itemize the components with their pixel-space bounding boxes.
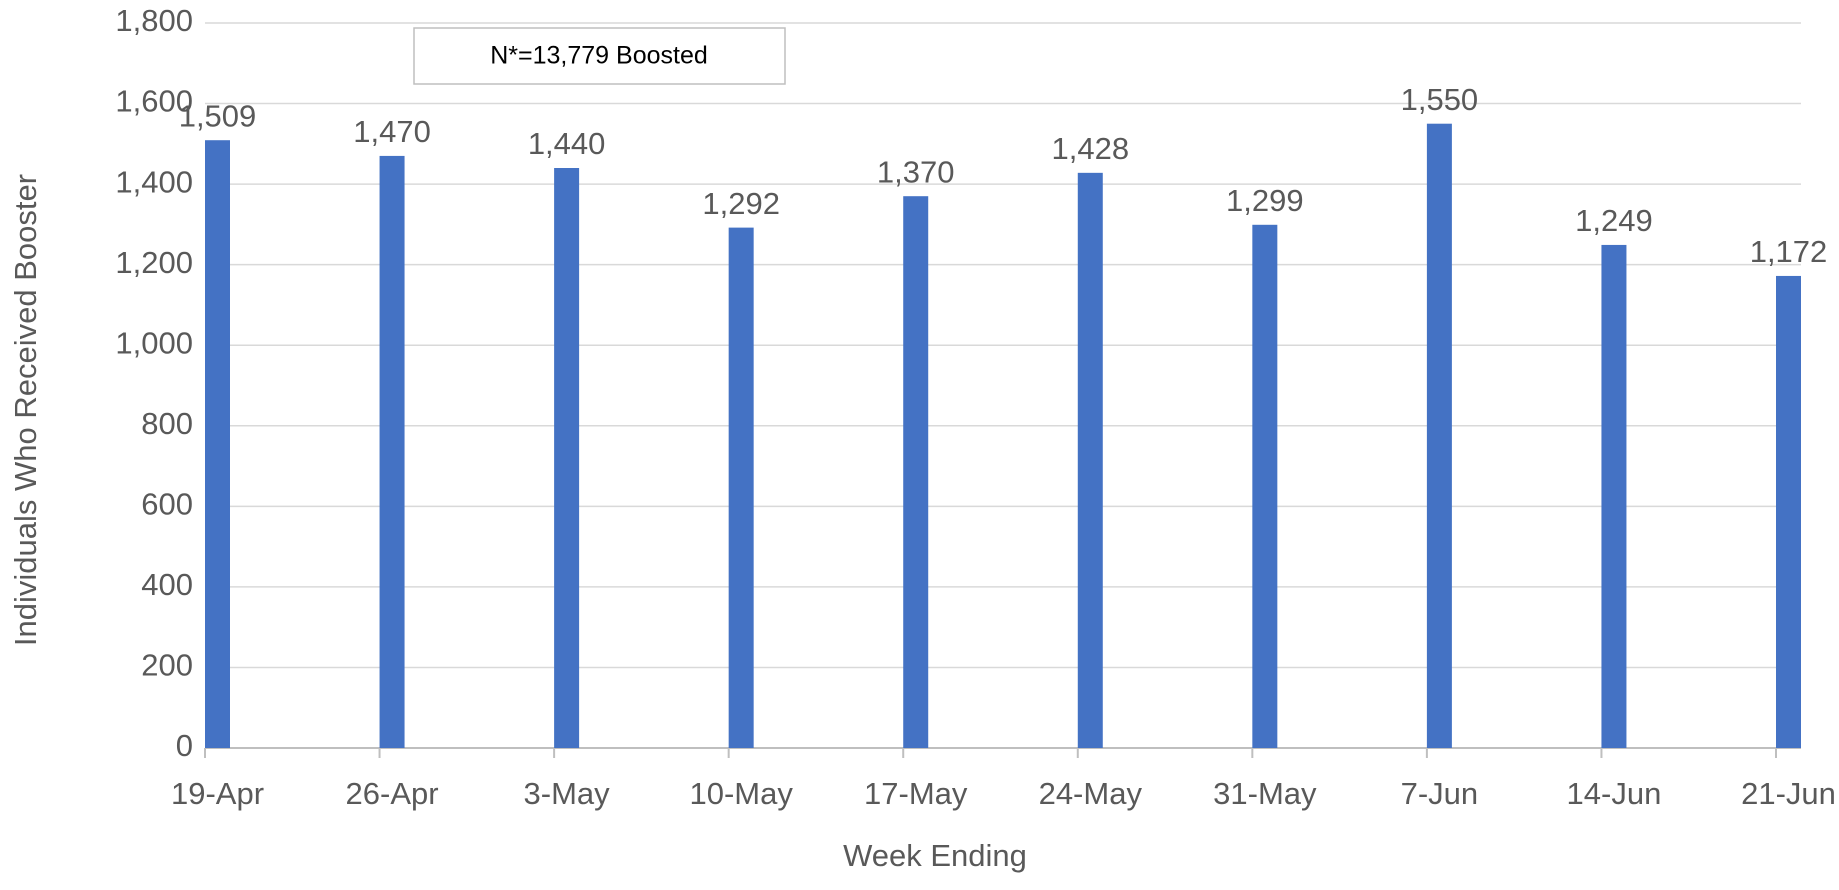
bar bbox=[205, 140, 230, 749]
x-tick-label: 24-May bbox=[1039, 776, 1143, 811]
data-label: 1,440 bbox=[528, 126, 606, 161]
data-label: 1,470 bbox=[353, 114, 431, 149]
y-tick-label: 1,200 bbox=[115, 245, 193, 280]
x-tick-label: 26-Apr bbox=[346, 776, 439, 811]
bar bbox=[1077, 172, 1103, 749]
x-tick-label: 19-Apr bbox=[171, 776, 264, 811]
x-axis-label: Week Ending bbox=[843, 838, 1027, 873]
annotation-box bbox=[413, 27, 786, 85]
x-tick-label: 3-May bbox=[524, 776, 611, 811]
data-label: 1,509 bbox=[179, 98, 257, 133]
x-tick-label: 14-Jun bbox=[1567, 776, 1662, 811]
data-label: 1,370 bbox=[877, 154, 955, 189]
bar bbox=[1601, 244, 1627, 749]
x-tick-label: 10-May bbox=[689, 776, 793, 811]
bar bbox=[554, 168, 580, 748]
x-tick-label: 17-May bbox=[864, 776, 968, 811]
data-label: 1,249 bbox=[1575, 203, 1653, 238]
y-tick-label: 0 bbox=[176, 728, 193, 763]
y-tick-label: 1,600 bbox=[115, 84, 193, 119]
bar bbox=[1776, 275, 1801, 748]
data-label: 1,428 bbox=[1051, 131, 1129, 166]
y-tick-label: 1,400 bbox=[115, 164, 193, 199]
data-label: 1,292 bbox=[702, 186, 780, 221]
y-tick-label: 200 bbox=[141, 648, 193, 683]
data-label: 1,550 bbox=[1401, 82, 1479, 117]
bar bbox=[1426, 123, 1452, 748]
x-tick-label: 31-May bbox=[1213, 776, 1317, 811]
y-axis-label: Individuals Who Received Booster bbox=[8, 174, 43, 646]
bar bbox=[1252, 224, 1278, 748]
bar bbox=[379, 155, 405, 748]
bar bbox=[728, 227, 754, 749]
y-tick-label: 1,800 bbox=[115, 3, 193, 38]
x-tick-label: 21-Jun bbox=[1741, 776, 1836, 811]
bar bbox=[903, 196, 929, 748]
y-tick-label: 600 bbox=[141, 487, 193, 522]
y-tick-label: 1,000 bbox=[115, 325, 193, 360]
data-label: 1,299 bbox=[1226, 183, 1304, 218]
y-tick-label: 400 bbox=[141, 567, 193, 602]
annotation: N*=13,779 Boosted bbox=[490, 42, 708, 70]
x-tick-label: 7-Jun bbox=[1401, 776, 1479, 811]
y-tick-label: 800 bbox=[141, 406, 193, 441]
data-label: 1,172 bbox=[1750, 234, 1828, 269]
